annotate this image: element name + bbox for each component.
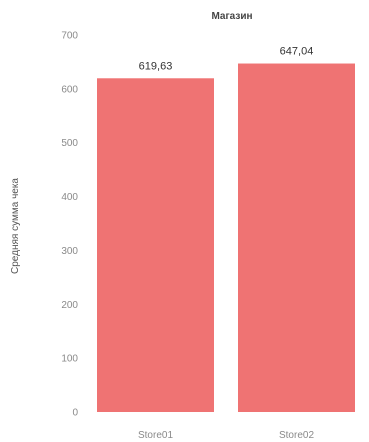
y-tick-label: 600 <box>61 84 78 95</box>
y-tick-label: 300 <box>61 246 78 257</box>
bar-value-label: 619,63 <box>139 60 173 72</box>
bars <box>97 63 355 413</box>
bar-store02 <box>238 63 355 413</box>
y-tick-label: 500 <box>61 138 78 149</box>
y-tick-label: 100 <box>61 354 78 365</box>
y-tick-label: 0 <box>72 408 78 419</box>
x-tick-label: Store02 <box>279 430 314 441</box>
y-axis-title: Средняя сумма чека <box>10 178 21 274</box>
chart-header-label: Магазин <box>211 11 252 22</box>
y-tick-label: 700 <box>61 31 78 42</box>
y-tick-label: 400 <box>61 192 78 203</box>
bar-store01 <box>97 78 214 413</box>
x-axis-ticks: Store01 Store02 <box>138 430 314 441</box>
y-axis-ticks: 0 100 200 300 400 500 600 700 <box>61 31 78 419</box>
bar-value-labels: 619,63 647,04 <box>139 46 314 73</box>
x-tick-label: Store01 <box>138 430 173 441</box>
bar-value-label: 647,04 <box>280 46 314 58</box>
y-tick-label: 200 <box>61 300 78 311</box>
